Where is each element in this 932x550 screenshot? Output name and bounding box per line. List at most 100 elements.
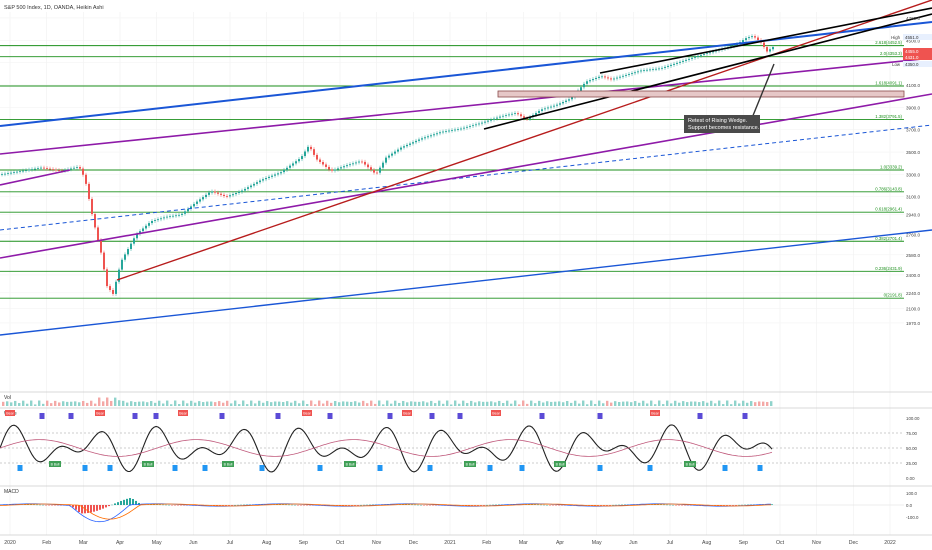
volume-bar — [110, 400, 113, 406]
trough-marker[interactable] — [427, 465, 433, 471]
candle-body — [370, 167, 372, 170]
trough-marker[interactable] — [259, 465, 265, 471]
bear-signal-tag[interactable] — [491, 410, 501, 416]
fib-level-label: 0(2191.8) — [884, 293, 903, 298]
bull-signal-tag[interactable] — [222, 461, 234, 467]
macd-signal-line — [0, 503, 772, 520]
peak-marker[interactable] — [457, 413, 463, 419]
candle-body — [319, 159, 321, 163]
purple-lower-channel[interactable] — [0, 93, 932, 259]
peak-marker[interactable] — [387, 413, 393, 419]
peak-marker[interactable] — [219, 413, 225, 419]
peak-marker[interactable] — [275, 413, 281, 419]
bull-signal-tag[interactable] — [464, 461, 476, 467]
peak-marker[interactable] — [697, 413, 703, 419]
trough-marker[interactable] — [107, 465, 113, 471]
candle-body — [652, 69, 654, 70]
trough-marker[interactable] — [202, 465, 208, 471]
volume-bar — [54, 400, 57, 406]
price-tag[interactable] — [903, 48, 932, 54]
price-tag-value: 4455.0 — [905, 49, 919, 54]
fib-level-label: 1.618(4091.1) — [875, 81, 902, 86]
volume-bar — [614, 401, 617, 406]
candle-body — [769, 49, 771, 52]
peak-marker[interactable] — [153, 413, 159, 419]
candle-body — [457, 129, 459, 130]
candle-body — [307, 146, 309, 152]
bear-signal-tag[interactable] — [5, 410, 15, 416]
macd-histogram-bar — [129, 498, 131, 505]
blue-dashed-midline[interactable] — [0, 124, 932, 231]
trough-marker[interactable] — [647, 465, 653, 471]
bear-signal-tag[interactable] — [178, 410, 188, 416]
purple-top-segment[interactable] — [0, 169, 71, 186]
candle-body — [184, 211, 186, 214]
macd-histogram-bar — [99, 505, 101, 510]
volume-bar — [738, 403, 741, 406]
price-tag[interactable] — [903, 61, 932, 67]
candle-body — [649, 69, 651, 71]
purple-upper-channel[interactable] — [0, 57, 932, 155]
bear-signal-label: Bear — [6, 412, 14, 416]
trough-marker[interactable] — [722, 465, 728, 471]
volume-bar — [122, 400, 125, 406]
trough-marker[interactable] — [17, 465, 23, 471]
fib-level-label: 1.382(3791.5) — [875, 114, 902, 119]
trough-marker[interactable] — [82, 465, 88, 471]
bear-signal-tag[interactable] — [650, 410, 660, 416]
red-support-line[interactable] — [116, 0, 932, 281]
peak-marker[interactable] — [742, 413, 748, 419]
bear-signal-tag[interactable] — [95, 410, 105, 416]
price-tag[interactable] — [903, 34, 932, 40]
trough-marker[interactable] — [519, 465, 525, 471]
trough-marker[interactable] — [757, 465, 763, 471]
bear-signal-tag[interactable] — [302, 410, 312, 416]
candle-body — [139, 231, 141, 234]
bull-signal-tag[interactable] — [344, 461, 356, 467]
candle-body — [472, 125, 474, 127]
price-tag[interactable] — [903, 54, 932, 60]
bear-signal-tag[interactable] — [402, 410, 412, 416]
trough-marker[interactable] — [487, 465, 493, 471]
bull-signal-tag[interactable] — [684, 461, 696, 467]
volume-bar — [478, 401, 481, 406]
candle-body — [427, 136, 429, 138]
trough-marker[interactable] — [377, 465, 383, 471]
candle-body — [571, 97, 573, 100]
bull-signal-tag[interactable] — [554, 461, 566, 467]
support-zone-box[interactable] — [497, 90, 905, 98]
trough-marker[interactable] — [172, 465, 178, 471]
candle-body — [700, 54, 702, 56]
trough-marker[interactable] — [597, 465, 603, 471]
peak-marker[interactable] — [132, 413, 138, 419]
candle-body — [433, 134, 435, 136]
trough-marker[interactable] — [317, 465, 323, 471]
peak-marker[interactable] — [39, 413, 45, 419]
candle-body — [748, 37, 750, 39]
peak-marker[interactable] — [429, 413, 435, 419]
volume-bar — [142, 401, 145, 406]
candle-body — [418, 139, 420, 141]
candle-body — [34, 168, 36, 170]
candle-body — [79, 167, 81, 169]
peak-marker[interactable] — [68, 413, 74, 419]
peak-marker[interactable] — [539, 413, 545, 419]
volume-bar — [86, 402, 89, 406]
candle-body — [766, 47, 768, 52]
candle-body — [628, 74, 630, 75]
candle-body — [523, 116, 525, 119]
bull-signal-tag[interactable] — [49, 461, 61, 467]
volume-bar — [330, 402, 333, 406]
candle-body — [334, 169, 336, 171]
bull-signal-tag[interactable] — [142, 461, 154, 467]
annotation-box[interactable] — [684, 115, 760, 133]
blue-upper-trendline[interactable] — [0, 21, 932, 127]
blue-lower-trendline[interactable] — [0, 229, 932, 336]
peak-marker[interactable] — [327, 413, 333, 419]
wave-line — [0, 424, 773, 473]
wedge-upper-line[interactable] — [599, 7, 932, 74]
peak-marker[interactable] — [597, 413, 603, 419]
candle-body — [31, 169, 33, 170]
wedge-lower-line[interactable] — [483, 13, 932, 130]
